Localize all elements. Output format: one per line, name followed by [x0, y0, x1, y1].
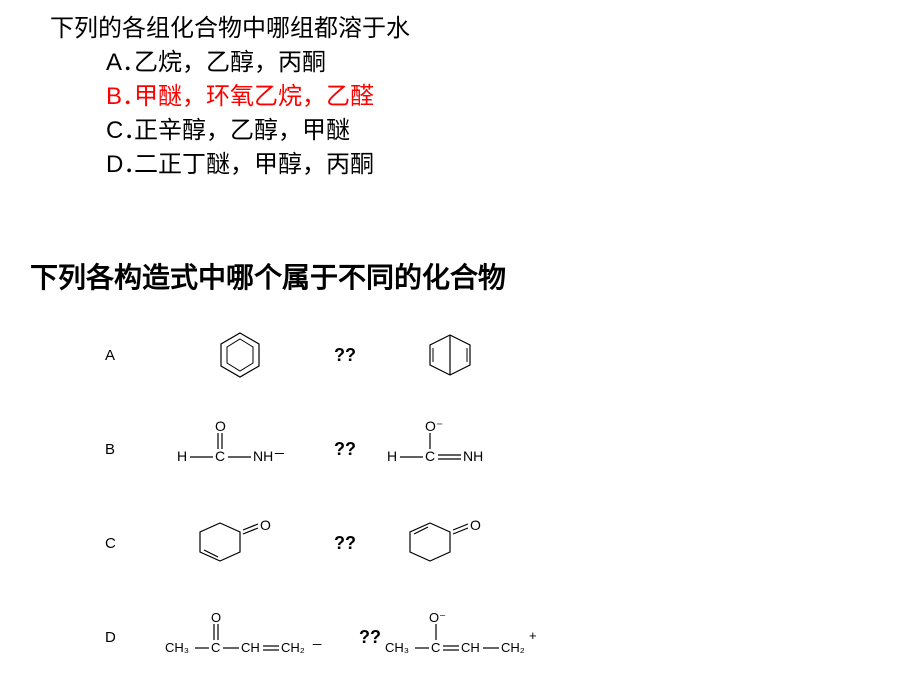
row-label: A — [105, 347, 165, 364]
svg-text:_: _ — [312, 629, 322, 646]
structure-c-left: O — [165, 518, 315, 568]
svg-text:C: C — [215, 448, 225, 464]
q1-option-c: C．正辛醇，乙醇，甲醚 — [106, 114, 410, 148]
svg-text:O: O — [211, 610, 221, 625]
svg-text:NH: NH — [463, 448, 483, 464]
svg-text:C: C — [431, 640, 440, 655]
svg-text:C: C — [425, 448, 435, 464]
svg-text:H: H — [387, 448, 397, 464]
q1-options: A．乙烷，乙醇，丙酮 B．甲醚，环氧乙烷，乙醛 C．正辛醇，乙醇，甲醚 D．二正… — [106, 46, 410, 182]
structure-row-b: B H C O NH _ ?? H C O⁻ — [105, 414, 575, 484]
opt-letter: B． — [106, 80, 134, 114]
structure-row-a: A ?? — [105, 320, 575, 390]
structure-grid: A ?? B H C O — [105, 320, 575, 696]
svg-text:H: H — [177, 448, 187, 464]
question-1: 下列的各组化合物中哪组都溶于水 A．乙烷，乙醇，丙酮 B．甲醚，环氧乙烷，乙醛 … — [50, 12, 410, 182]
svg-text:CH₃: CH₃ — [385, 640, 409, 655]
separator: ?? — [355, 627, 385, 648]
structure-d-right: CH₃ C O⁻ CH CH₂ + — [385, 608, 575, 666]
opt-text: 二正丁醚，甲醇，丙酮 — [134, 151, 374, 178]
opt-text: 乙烷，乙醇，丙酮 — [134, 49, 326, 76]
question-2-stem: 下列各构造式中哪个属于不同的化合物 — [30, 256, 506, 296]
structure-row-d: D CH₃ C O CH CH₂ _ ?? CH₃ C — [105, 602, 575, 672]
svg-text:NH: NH — [253, 448, 273, 464]
svg-text:C: C — [211, 640, 220, 655]
q1-option-b: B．甲醚，环氧乙烷，乙醛 — [106, 80, 410, 114]
svg-text:+: + — [529, 628, 537, 643]
separator: ?? — [315, 345, 375, 366]
svg-text:O: O — [260, 517, 271, 533]
structure-d-left: CH₃ C O CH CH₂ _ — [165, 608, 355, 666]
row-label: D — [105, 629, 165, 646]
separator: ?? — [315, 533, 375, 554]
svg-text:O⁻: O⁻ — [425, 418, 443, 434]
q1-option-a: A．乙烷，乙醇，丙酮 — [106, 46, 410, 80]
svg-text:CH: CH — [461, 640, 480, 655]
structure-c-right: O — [375, 518, 525, 568]
opt-letter: C． — [106, 114, 134, 148]
q1-stem: 下列的各组化合物中哪组都溶于水 — [50, 12, 410, 46]
structure-a-left — [165, 330, 315, 380]
svg-text:CH: CH — [241, 640, 260, 655]
structure-a-right — [375, 330, 525, 380]
structure-b-right: H C O⁻ NH — [375, 419, 525, 479]
row-label: B — [105, 441, 165, 458]
row-label: C — [105, 535, 165, 552]
opt-letter: D． — [106, 148, 134, 182]
svg-text:CH₂: CH₂ — [501, 640, 525, 655]
svg-text:O: O — [470, 517, 481, 533]
opt-text: 甲醚，环氧乙烷，乙醛 — [134, 83, 374, 110]
structure-row-c: C O ?? O — [105, 508, 575, 578]
svg-text:O: O — [215, 418, 226, 434]
q1-option-d: D．二正丁醚，甲醇，丙酮 — [106, 148, 410, 182]
separator: ?? — [315, 439, 375, 460]
svg-text:O⁻: O⁻ — [429, 610, 446, 625]
svg-text:CH₂: CH₂ — [281, 640, 305, 655]
svg-text:CH₃: CH₃ — [165, 640, 189, 655]
svg-text:_: _ — [274, 438, 285, 455]
structure-b-left: H C O NH _ — [165, 419, 315, 479]
opt-letter: A． — [106, 46, 134, 80]
opt-text: 正辛醇，乙醇，甲醚 — [134, 117, 350, 144]
